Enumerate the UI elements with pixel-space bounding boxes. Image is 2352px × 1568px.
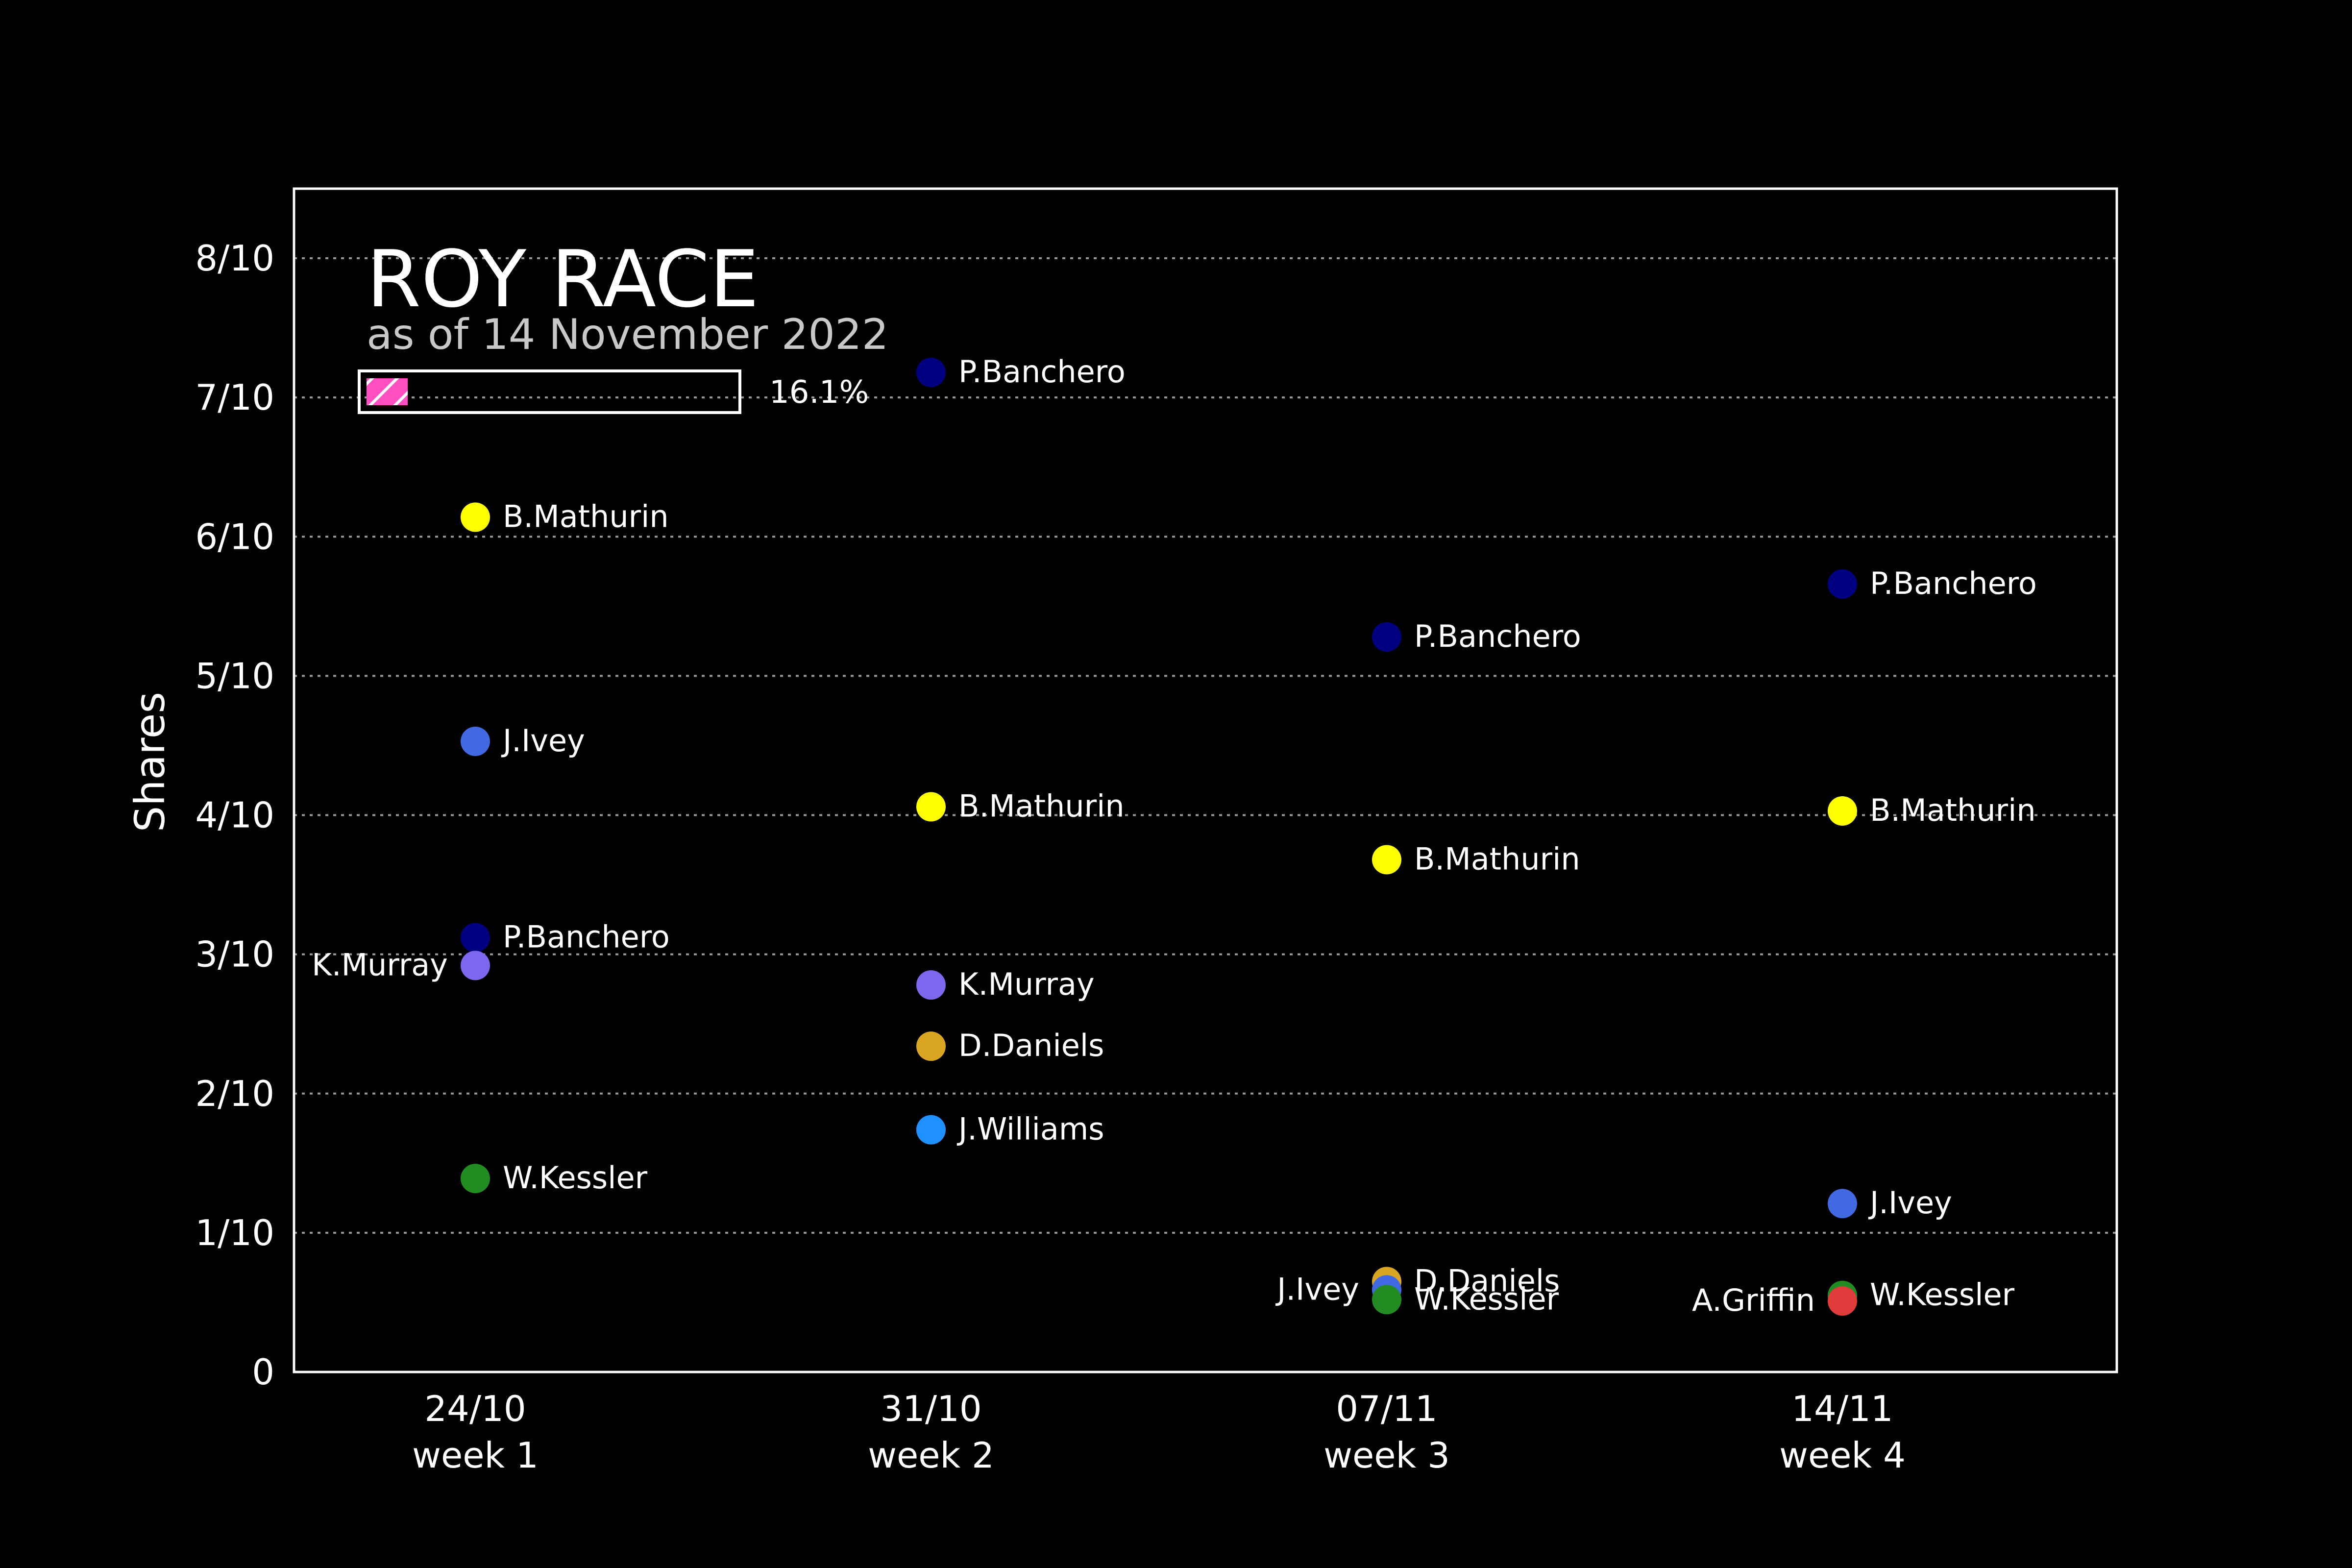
data-point: [1828, 569, 1857, 599]
y-axis-ticks: 0 1/10 2/10 3/10 4/10 5/10 6/10 7/10 8/10: [195, 238, 274, 1393]
data-point: [461, 726, 490, 756]
point-label: W.Kessler: [1870, 1277, 2015, 1313]
y-tick-label: 1/10: [195, 1212, 274, 1253]
progress-bar-fill: [367, 378, 408, 405]
point-label: W.Kessler: [503, 1160, 648, 1196]
x-tick-week-label: week 4: [1779, 1435, 1906, 1476]
data-point: [916, 970, 946, 1000]
data-point: [916, 1031, 946, 1061]
point-label: B.Mathurin: [1414, 841, 1580, 877]
x-axis-ticks: 24/10 week 1 31/10 week 2 07/11 week 3 14/11 we…: [412, 1388, 1906, 1476]
y-tick-label: 4/10: [195, 795, 274, 836]
point-label: P.Banchero: [1414, 618, 1581, 654]
point-label: J.Ivey: [1868, 1185, 1952, 1221]
data-point: [1828, 1286, 1857, 1316]
x-tick-date-label: 24/10: [424, 1388, 526, 1429]
point-label: W.Kessler: [1414, 1281, 1559, 1317]
point-label: J.Williams: [956, 1111, 1104, 1147]
x-tick-week-label: week 1: [412, 1435, 539, 1476]
data-point: [1372, 1285, 1401, 1315]
point-label: K.Murray: [312, 947, 448, 982]
x-tick-date-label: 31/10: [880, 1388, 982, 1429]
x-tick-date-label: 07/11: [1336, 1388, 1438, 1429]
point-label: B.Mathurin: [1870, 792, 2036, 828]
y-tick-label: 8/10: [195, 238, 274, 279]
data-point: [916, 358, 946, 388]
point-label: B.Mathurin: [958, 788, 1125, 824]
chart-subtitle: as of 14 November 2022: [367, 310, 888, 359]
point-label: P.Banchero: [958, 354, 1126, 390]
progress-percent-label: 16.1%: [769, 374, 869, 411]
point-label: D.Daniels: [958, 1028, 1104, 1063]
progress-bar-frame: [358, 369, 741, 414]
point-label: P.Banchero: [503, 919, 670, 955]
point-label: K.Murray: [958, 966, 1095, 1002]
data-point: [461, 1164, 490, 1194]
data-point: [1372, 845, 1401, 875]
plot-frame: [293, 187, 2118, 1373]
data-point: [916, 1115, 946, 1145]
data-point: [1372, 622, 1401, 652]
data-point: [1828, 796, 1857, 826]
point-label: A.Griffin: [1692, 1282, 1815, 1318]
y-tick-label: 6/10: [195, 516, 274, 557]
y-axis-title: Shares: [126, 692, 174, 832]
data-point: [461, 502, 490, 532]
y-tick-label: 7/10: [195, 377, 274, 418]
x-tick-date-label: 14/11: [1791, 1388, 1893, 1429]
y-tick-label: 0: [252, 1351, 274, 1393]
data-point: [916, 792, 946, 822]
data-point: [1828, 1189, 1857, 1219]
x-tick-week-label: week 2: [868, 1435, 994, 1476]
data-point: [461, 951, 490, 980]
point-label: J.Ivey: [1275, 1271, 1359, 1307]
gridlines: [294, 257, 2117, 1234]
point-label: B.Mathurin: [503, 499, 669, 535]
point-label: J.Ivey: [501, 723, 585, 759]
y-tick-label: 2/10: [195, 1073, 274, 1114]
data-points: B.Mathurin J.Ivey P.Banchero K.Murray W.Kess…: [312, 354, 2037, 1318]
chart-title: ROY RACE: [367, 233, 759, 325]
data-point: [461, 923, 490, 953]
point-label: P.Banchero: [1870, 565, 2037, 601]
point-label: D.Daniels: [1414, 1263, 1560, 1298]
x-tick-week-label: week 3: [1323, 1435, 1450, 1476]
y-tick-label: 5/10: [195, 655, 274, 696]
y-tick-label: 3/10: [195, 934, 274, 975]
